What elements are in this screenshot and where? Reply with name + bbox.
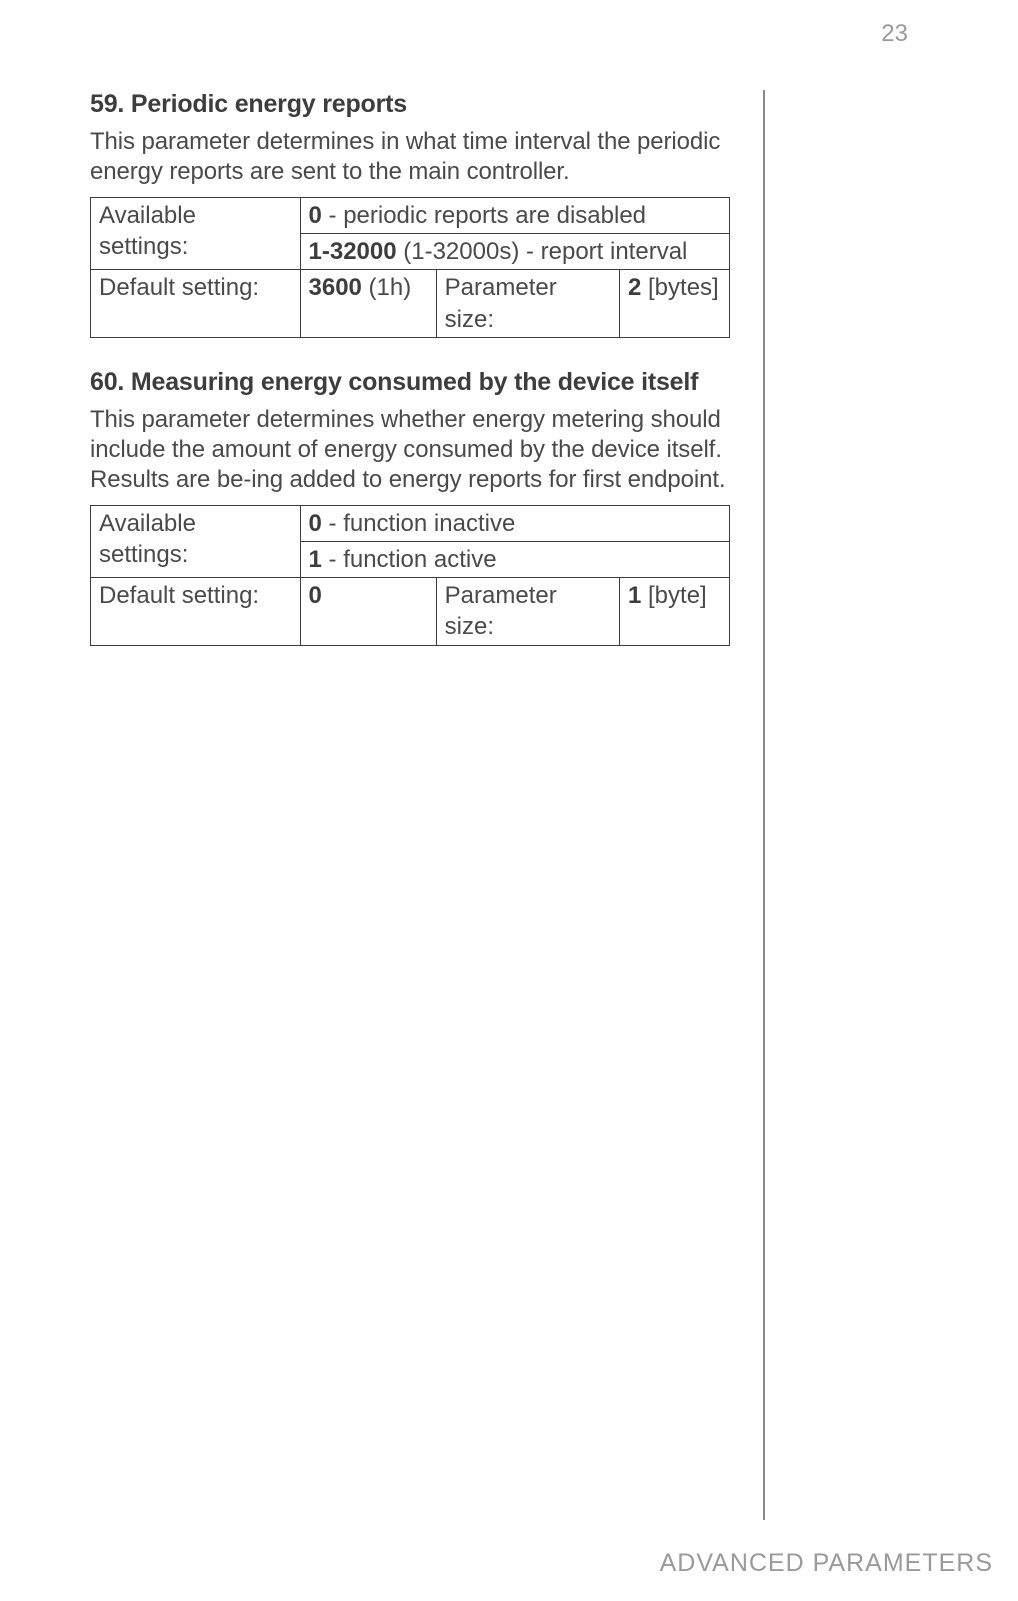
content-area: 59. Periodic energy reports This paramet… <box>90 90 730 676</box>
setting-value-rest: (1-32000s) - report interval <box>397 238 688 265</box>
page-number: 23 <box>881 20 908 48</box>
default-setting-value: 3600 (1h) <box>300 270 436 337</box>
section-60-table: Available settings: 0 - function inactiv… <box>90 505 730 646</box>
setting-value-bold: 1-32000 <box>309 238 397 265</box>
table-row: Available settings: 0 - function inactiv… <box>91 505 730 541</box>
default-value-bold: 0 <box>309 582 322 609</box>
param-size-bold: 1 <box>628 582 641 609</box>
available-settings-label: Available settings: <box>91 505 301 577</box>
table-row: Available settings: 0 - periodic reports… <box>91 198 730 234</box>
parameter-size-label: Parameter size: <box>436 578 619 645</box>
param-size-rest: [bytes] <box>641 274 718 301</box>
table-row: Default setting: 0 Parameter size: 1 [by… <box>91 578 730 645</box>
setting-value-bold: 0 <box>309 510 322 537</box>
vertical-divider <box>763 90 765 1520</box>
available-settings-label: Available settings: <box>91 198 301 270</box>
parameter-size-value: 1 [byte] <box>619 578 729 645</box>
param-size-rest: [byte] <box>641 582 706 609</box>
available-setting-row: 0 - function inactive <box>300 505 730 541</box>
available-setting-row: 0 - periodic reports are disabled <box>300 198 730 234</box>
parameter-size-value: 2 [bytes] <box>619 270 729 337</box>
section-60-title: 60. Measuring energy consumed by the dev… <box>90 368 730 397</box>
default-setting-label: Default setting: <box>91 578 301 645</box>
section-59: 59. Periodic energy reports This paramet… <box>90 90 730 338</box>
table-row: Default setting: 3600 (1h) Parameter siz… <box>91 270 730 337</box>
param-size-bold: 2 <box>628 274 641 301</box>
section-59-description: This parameter determines in what time i… <box>90 127 730 187</box>
setting-value-bold: 1 <box>309 546 322 573</box>
setting-value-bold: 0 <box>309 202 322 229</box>
section-60-description: This parameter determines whether energy… <box>90 405 730 495</box>
footer-text: ADVANCED PARAMETERS <box>660 1549 993 1578</box>
setting-value-rest: - function active <box>322 546 497 573</box>
default-value-rest: (1h) <box>362 274 411 301</box>
default-setting-label: Default setting: <box>91 270 301 337</box>
default-value-bold: 3600 <box>309 274 362 301</box>
setting-value-rest: - periodic reports are disabled <box>322 202 646 229</box>
section-59-table: Available settings: 0 - periodic reports… <box>90 197 730 338</box>
default-setting-value: 0 <box>300 578 436 645</box>
section-59-title: 59. Periodic energy reports <box>90 90 730 119</box>
parameter-size-label: Parameter size: <box>436 270 619 337</box>
section-60: 60. Measuring energy consumed by the dev… <box>90 368 730 646</box>
available-setting-row: 1-32000 (1-32000s) - report interval <box>300 234 730 270</box>
setting-value-rest: - function inactive <box>322 510 515 537</box>
available-setting-row: 1 - function active <box>300 541 730 577</box>
